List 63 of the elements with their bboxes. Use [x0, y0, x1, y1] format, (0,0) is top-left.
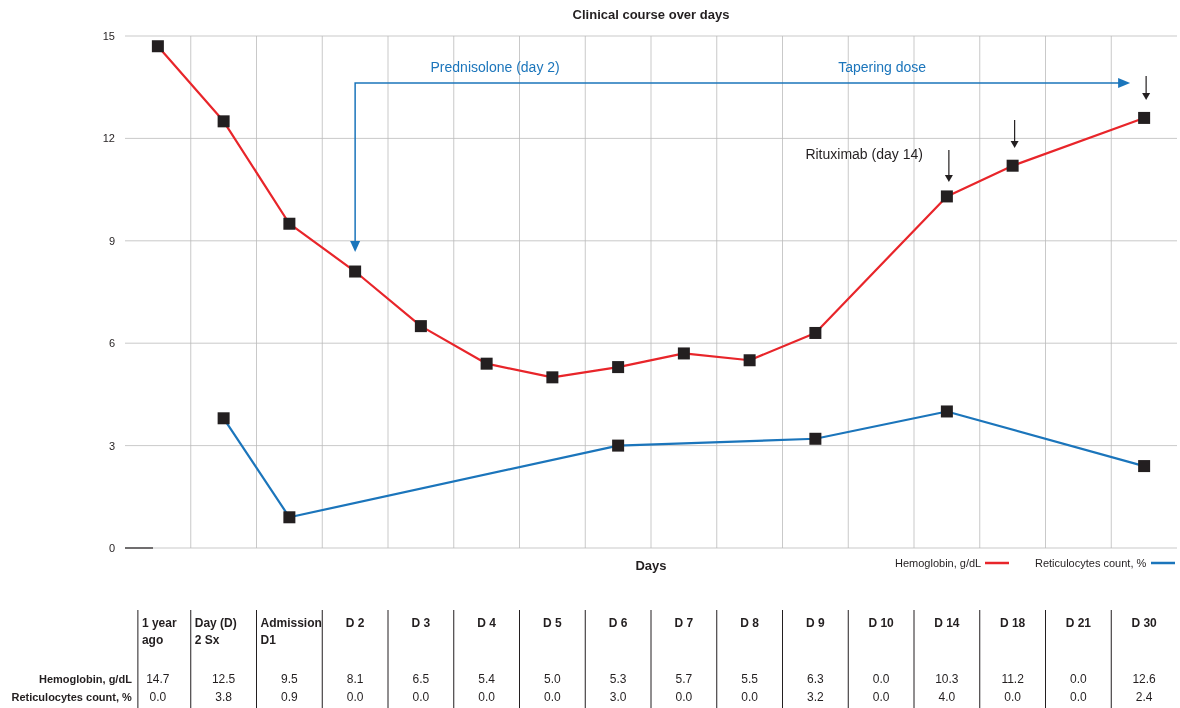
x-tick-label: D 2 [345, 616, 365, 630]
data-label: 0.9 [281, 690, 299, 704]
data-label: 2.4 [1135, 690, 1153, 704]
data-label: 3.2 [807, 690, 825, 704]
annotation: Rituximab (day 14) [805, 146, 923, 162]
x-tick-label: D 5 [543, 616, 563, 630]
y-tick-label: 3 [108, 439, 115, 452]
data-label: 9.5 [281, 672, 299, 686]
legend-label: Hemoglobin, g/dL [895, 557, 982, 569]
data-label: 3.8 [215, 690, 233, 704]
data-label: 6.5 [412, 672, 430, 686]
text: 0.0 [741, 690, 758, 704]
y-tick-label: 0 [108, 542, 115, 554]
text: Hemoglobin, g/dL [38, 673, 132, 685]
data-label: 14.7 [146, 672, 170, 686]
data-label: 5.0 [544, 672, 562, 686]
text: 0.0 [149, 690, 167, 704]
text: 0.0 [872, 690, 890, 704]
x-tick-label: D 18 [999, 616, 1026, 630]
data-label: 5.4 [478, 672, 496, 686]
x-tick-label: 1 year ago [141, 616, 177, 647]
x-tick-label: D 9 [806, 616, 826, 630]
text: 0.0 [872, 672, 890, 686]
chart-title: Clinical course over days [572, 7, 730, 22]
x-tick-label: Day (D) 2 Sx [194, 616, 237, 647]
text: 0.0 [346, 690, 364, 704]
data-label: 5.7 [675, 672, 693, 686]
y-tick-label: 9 [108, 234, 115, 247]
x-tick-label: D 4 [477, 616, 497, 630]
data-label: 11.2 [1001, 672, 1025, 686]
text: 0.0 [675, 690, 693, 704]
text: 0.0 [1070, 672, 1087, 686]
text: Reticulocytes count, % [11, 691, 132, 703]
text: 0.0 [544, 690, 561, 704]
text: 0.0 [412, 690, 430, 704]
x-tick-label: D 7 [674, 616, 694, 630]
y-tick-label: 12 [102, 132, 115, 145]
data-label: 12.5 [211, 672, 236, 686]
data-label: 3.0 [609, 690, 627, 704]
x-tick-label: Admission D1 [260, 616, 322, 647]
x-axis-title: Days [635, 558, 667, 573]
data-label: 6.3 [807, 672, 825, 686]
text: 0.0 [478, 690, 495, 704]
annotation: Prednisolone (day 2) [430, 59, 560, 75]
y-tick-label: 6 [108, 337, 115, 350]
legend-label: Reticulocytes count, % [1035, 557, 1147, 569]
data-label: 4.0 [938, 690, 956, 704]
data-label: 10.3 [935, 672, 959, 686]
y-tick-label: 15 [102, 30, 115, 42]
x-tick-label: D 6 [608, 616, 628, 630]
text: 0.0 [1004, 690, 1021, 704]
data-label: 12.6 [1132, 672, 1157, 686]
data-label: 5.3 [609, 672, 627, 686]
x-tick-label: D 10 [868, 616, 895, 630]
x-tick-label: D 21 [1065, 616, 1092, 630]
x-tick-label: D 3 [411, 616, 431, 630]
x-tick-label: D 30 [1131, 616, 1158, 630]
x-tick-label: D 14 [934, 616, 960, 630]
data-label: 8.1 [346, 672, 364, 686]
data-label: 5.5 [741, 672, 759, 686]
annotation: Tapering dose [838, 59, 927, 75]
text: 0.0 [1070, 690, 1087, 704]
x-tick-label: D 8 [740, 616, 760, 630]
